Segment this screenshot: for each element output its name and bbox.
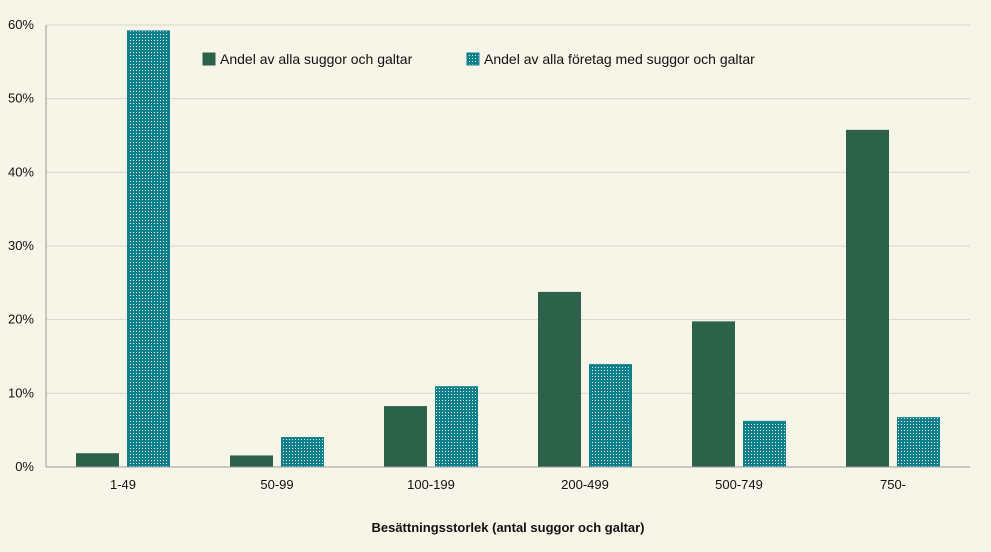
bar-foretag-1-49	[127, 30, 170, 468]
x-tick-label: 1-49	[110, 477, 136, 492]
y-tick-label: 40%	[8, 164, 34, 179]
bar-foretag-750-	[897, 417, 940, 468]
bar-suggor-100-199	[384, 406, 427, 468]
bar-suggor-750-	[846, 129, 889, 468]
y-tick-label: 10%	[8, 385, 34, 400]
x-tick-label: 50-99	[260, 477, 293, 492]
y-tick-label: 0%	[15, 459, 34, 474]
bar-foretag-50-99	[281, 437, 324, 468]
gridlines	[46, 24, 970, 394]
y-tick-label: 20%	[8, 312, 34, 327]
y-tick-label: 30%	[8, 238, 34, 253]
y-axis: 0% 10% 20% 30% 40% 50% 60%	[8, 17, 47, 474]
bar-suggor-200-499	[538, 291, 581, 468]
legend-label: Andel av alla företag med suggor och gal…	[484, 51, 755, 67]
bar-suggor-500-749	[692, 321, 735, 468]
y-tick-label: 60%	[8, 17, 34, 32]
bar-suggor-1-49	[76, 453, 119, 468]
x-tick-label: 500-749	[715, 477, 763, 492]
bar-suggor-50-99	[230, 455, 273, 468]
x-axis-title: Besättningsstorlek (antal suggor och gal…	[371, 520, 644, 535]
legend: Andel av alla suggor och galtar Andel av …	[202, 51, 755, 67]
bar-foretag-500-749	[743, 420, 786, 468]
bars	[76, 30, 940, 468]
x-tick-label: 200-499	[561, 477, 609, 492]
y-tick-label: 50%	[8, 91, 34, 106]
legend-swatch	[466, 52, 480, 66]
legend-swatch	[202, 52, 216, 66]
bar-foretag-200-499	[589, 364, 632, 468]
x-tick-label: 100-199	[407, 477, 455, 492]
bar-foretag-100-199	[435, 386, 478, 468]
x-tick-label: 750-	[880, 477, 906, 492]
x-axis: 1-49 50-99 100-199 200-499 500-749 750-	[46, 466, 970, 492]
legend-label: Andel av alla suggor och galtar	[220, 51, 413, 67]
